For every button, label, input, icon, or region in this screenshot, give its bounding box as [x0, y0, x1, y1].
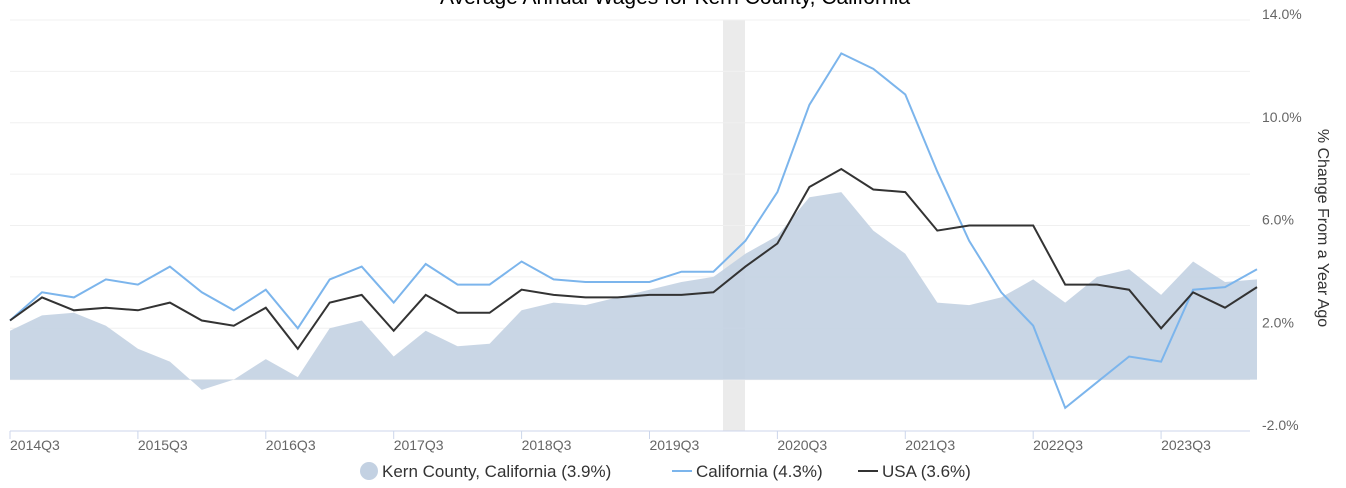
x-tick-label: 2014Q3	[10, 437, 60, 453]
y-tick-label: 10.0%	[1262, 109, 1302, 125]
x-tick-label: 2018Q3	[522, 437, 572, 453]
legend-label: Kern County, California (3.9%)	[382, 462, 611, 481]
x-tick-label: 2021Q3	[905, 437, 955, 453]
x-tick-label: 2023Q3	[1161, 437, 1211, 453]
x-tick-label: 2022Q3	[1033, 437, 1083, 453]
legend-swatch	[360, 462, 378, 480]
area	[10, 192, 1257, 390]
chart-title: Average Annual Wages for Kern County, Ca…	[440, 0, 910, 9]
y-tick-label: 14.0%	[1262, 6, 1302, 22]
y-tick-label: -2.0%	[1262, 417, 1299, 433]
x-tick-label: 2020Q3	[777, 437, 827, 453]
legend-label: USA (3.6%)	[882, 462, 971, 481]
line	[9, 167, 1258, 351]
y-tick-label: 2.0%	[1262, 314, 1294, 330]
x-tick-label: 2015Q3	[138, 437, 188, 453]
y-tick-label: 6.0%	[1262, 212, 1294, 228]
x-tick-label: 2019Q3	[649, 437, 699, 453]
x-tick-label: 2016Q3	[266, 437, 316, 453]
y-axis-label: % Change From a Year Ago	[1314, 129, 1331, 327]
legend-label: California (4.3%)	[696, 462, 823, 481]
x-tick-label: 2017Q3	[394, 437, 444, 453]
line	[9, 52, 1258, 410]
